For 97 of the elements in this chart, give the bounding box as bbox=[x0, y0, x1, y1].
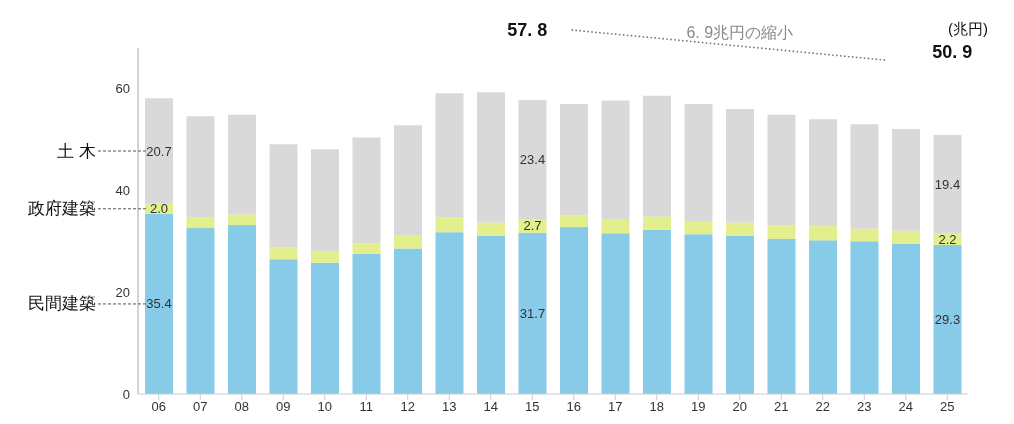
data-label: 23.4 bbox=[519, 151, 546, 167]
x-tick-label: 12 bbox=[400, 399, 415, 415]
x-tick-label: 23 bbox=[857, 399, 872, 415]
bar bbox=[809, 240, 837, 394]
y-tick-label: 0 bbox=[122, 386, 130, 402]
bar bbox=[228, 225, 256, 394]
bar bbox=[892, 230, 920, 244]
data-label: 19.4 bbox=[934, 176, 961, 192]
bar bbox=[394, 235, 422, 249]
bar bbox=[933, 244, 962, 394]
bar bbox=[518, 232, 547, 394]
bar bbox=[560, 215, 588, 228]
x-tick-label: 19 bbox=[691, 399, 706, 415]
bar bbox=[767, 238, 796, 394]
bar bbox=[892, 128, 920, 231]
data-label: 29.3 bbox=[934, 311, 961, 327]
text: 6. 9兆円の縮小 bbox=[686, 24, 794, 41]
bar bbox=[560, 103, 588, 216]
x-tick-label: 20 bbox=[732, 399, 747, 415]
bar bbox=[850, 241, 879, 394]
bar bbox=[643, 229, 671, 394]
bar bbox=[767, 114, 796, 226]
data-label: 20.7 bbox=[146, 143, 172, 159]
bar bbox=[435, 217, 464, 233]
bar bbox=[601, 233, 630, 394]
bar bbox=[767, 225, 796, 239]
bar bbox=[352, 137, 381, 244]
x-tick-label: 22 bbox=[815, 399, 830, 415]
x-tick-label: 15 bbox=[525, 399, 540, 415]
bar bbox=[228, 214, 256, 226]
bar bbox=[311, 251, 339, 263]
bar bbox=[643, 95, 671, 217]
text: 民間建築 bbox=[28, 294, 96, 314]
bar bbox=[726, 109, 754, 223]
data-label: 2.0 bbox=[149, 201, 169, 217]
bar bbox=[560, 227, 588, 394]
bar bbox=[435, 93, 464, 218]
x-tick-label: 21 bbox=[774, 399, 789, 415]
bar bbox=[269, 144, 298, 248]
x-tick-label: 16 bbox=[566, 399, 581, 415]
data-label: 31.7 bbox=[519, 305, 546, 321]
bar bbox=[352, 243, 381, 255]
bar bbox=[477, 92, 505, 223]
x-tick-label: 11 bbox=[359, 399, 373, 415]
bar bbox=[269, 259, 298, 394]
x-tick-label: 24 bbox=[898, 399, 913, 415]
bar bbox=[726, 235, 754, 394]
bar bbox=[145, 213, 173, 394]
data-label: 2.7 bbox=[523, 218, 542, 234]
bar bbox=[684, 221, 713, 235]
text: 政府建築 bbox=[28, 199, 96, 219]
x-tick-label: 08 bbox=[234, 399, 249, 415]
data-label: 2.2 bbox=[938, 231, 957, 247]
y-axis-title: (兆円) bbox=[948, 20, 988, 37]
bar bbox=[186, 217, 215, 229]
text: 57. 8 bbox=[507, 20, 548, 40]
bar bbox=[726, 222, 754, 236]
x-tick-label: 10 bbox=[317, 399, 332, 415]
bar bbox=[518, 99, 547, 219]
bar bbox=[643, 216, 671, 230]
bar bbox=[933, 135, 962, 234]
y-tick-label: 40 bbox=[115, 183, 130, 199]
bar bbox=[311, 149, 339, 252]
x-tick-label: 07 bbox=[193, 399, 208, 415]
bar bbox=[892, 243, 920, 394]
x-tick-label: 25 bbox=[940, 399, 955, 415]
bar bbox=[850, 228, 879, 242]
bar bbox=[684, 234, 713, 394]
bar bbox=[394, 248, 422, 394]
x-tick-label: 18 bbox=[649, 399, 664, 415]
y-tick-label: 20 bbox=[115, 284, 130, 300]
y-tick-label: 60 bbox=[115, 81, 130, 97]
bar bbox=[228, 114, 256, 215]
bar bbox=[186, 116, 215, 218]
bar bbox=[850, 124, 879, 229]
bar bbox=[684, 103, 713, 221]
bar bbox=[352, 254, 381, 394]
annotation: 50. 9 bbox=[932, 42, 973, 62]
bar bbox=[145, 98, 173, 204]
x-tick-label: 09 bbox=[276, 399, 291, 415]
text: 土 木 bbox=[57, 141, 96, 161]
bar bbox=[477, 235, 505, 394]
bar bbox=[809, 119, 837, 227]
bar bbox=[435, 232, 464, 394]
bar bbox=[601, 100, 630, 219]
bar bbox=[601, 218, 630, 234]
x-tick-label: 17 bbox=[608, 399, 623, 415]
data-label: 35.4 bbox=[146, 296, 172, 312]
x-tick-label: 13 bbox=[442, 399, 457, 415]
bar bbox=[809, 226, 837, 241]
x-tick-label: 14 bbox=[483, 399, 498, 415]
bar bbox=[269, 247, 298, 260]
bar bbox=[311, 262, 339, 394]
bar bbox=[477, 222, 505, 236]
x-tick-label: 06 bbox=[151, 399, 166, 415]
bar bbox=[394, 125, 422, 236]
bar bbox=[186, 228, 215, 394]
